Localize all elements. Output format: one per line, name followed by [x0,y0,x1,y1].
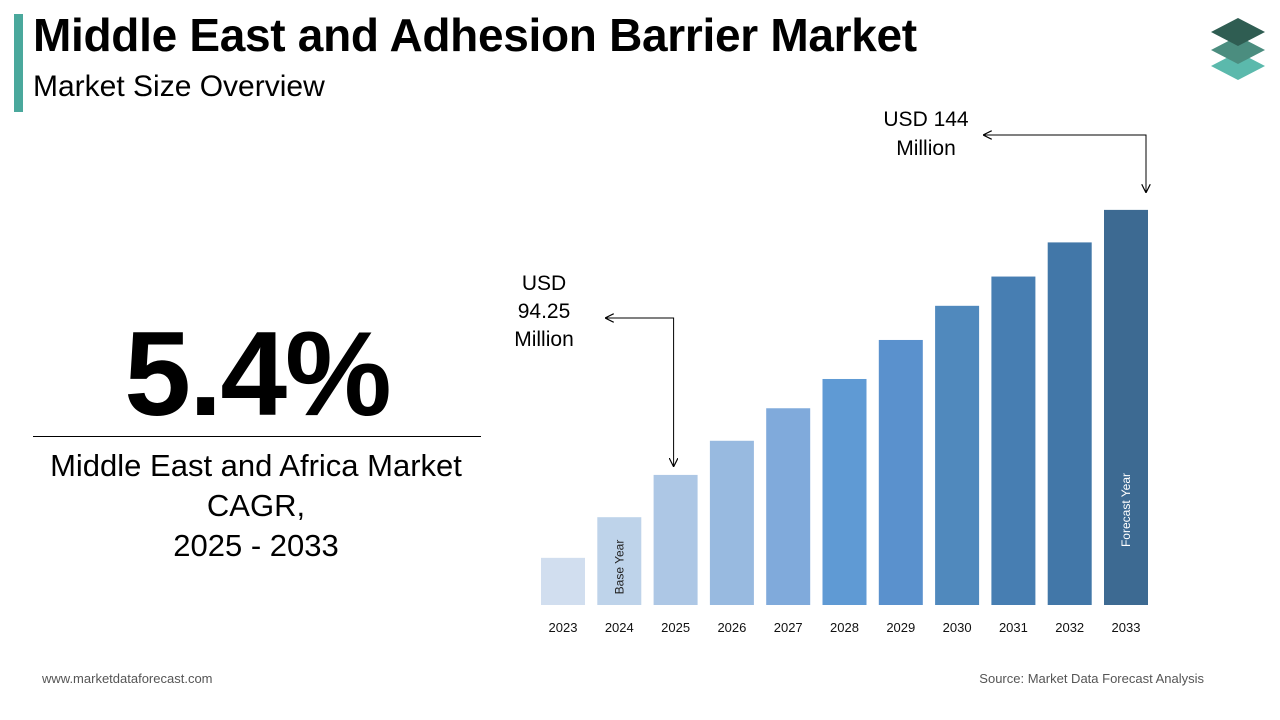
cagr-label-line: Middle East and Africa Market [50,448,462,483]
bar-2024 [597,517,642,605]
annotation-text: USD [522,272,566,295]
x-tick-label: 2033 [1112,620,1141,635]
x-tick-label: 2031 [999,620,1028,635]
stacked-layers-icon [1211,18,1265,80]
footer-source: Source: Market Data Forecast Analysis [979,671,1204,686]
cagr-label-line: CAGR, [206,488,306,523]
x-tick-label: 2032 [1055,620,1084,635]
annotation-text: Million [514,328,574,351]
bar-2031 [991,276,1036,605]
x-tick-label: 2023 [549,620,578,635]
annotation-text: USD 144 [883,108,969,131]
bar-2027 [766,408,811,605]
bar-2023 [541,557,585,605]
bar-2025 [653,474,698,605]
annotation-text: 94.25 [518,300,571,323]
footer-website: www.marketdataforecast.com [42,671,213,686]
bar-inline-label: Base Year [612,540,626,595]
bar-inline-label: Forecast Year [1119,473,1133,547]
bar-2032 [1047,242,1092,606]
cagr-divider [33,436,481,437]
page-title: Middle East and Adhesion Barrier Market [33,9,917,61]
cagr-value: 5.4% [124,307,392,441]
bar-2033 [1104,209,1148,605]
x-tick-label: 2030 [943,620,972,635]
x-tick-label: 2025 [661,620,690,635]
annotation-arrow [606,318,674,466]
bar-2028 [822,378,867,605]
x-tick-label: 2029 [886,620,915,635]
x-tick-label: 2026 [717,620,746,635]
bar-2030 [935,305,980,605]
x-tick-label: 2027 [774,620,803,635]
annotation-arrow [984,135,1146,192]
page-subtitle: Market Size Overview [33,70,325,103]
annotation-text: Million [896,137,956,160]
bar-2026 [709,440,754,605]
title-accent-bar [14,14,23,112]
cagr-label-line: 2025 - 2033 [173,528,339,563]
bar-2029 [878,339,923,605]
x-tick-label: 2028 [830,620,859,635]
x-tick-label: 2024 [605,620,634,635]
cagr-label: Middle East and Africa Market CAGR, 2025… [16,446,496,566]
